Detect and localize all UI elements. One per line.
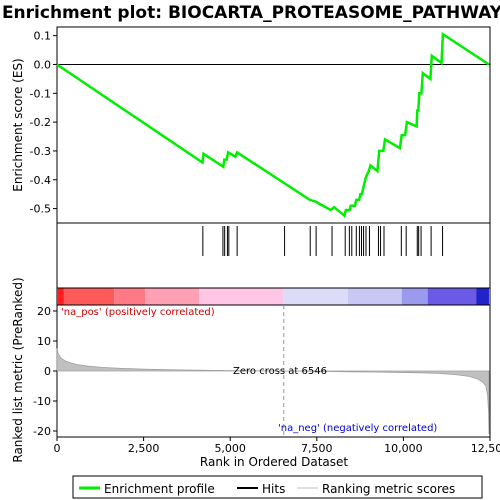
x-tick-label: 12,500 (471, 442, 500, 455)
es-y-tick-label: -0.4 (30, 174, 51, 187)
metric-y-tick-label: -20 (33, 425, 51, 438)
es-layer (56, 31, 490, 219)
es-y-tick-label: -0.1 (30, 87, 51, 100)
colorbar-layer (57, 288, 489, 305)
colorbar-segment (63, 288, 115, 305)
metric-y-tick-label: 20 (37, 305, 51, 318)
colorbar-segment (57, 288, 64, 305)
colorbar-segment (114, 288, 146, 305)
es-y-axis-label: Enrichment score (ES) (11, 58, 25, 191)
x-axis-label: Rank in Ordered Dataset (200, 455, 348, 469)
zero-cross-label: Zero cross at 6546 (233, 366, 327, 377)
colorbar-segment (283, 288, 348, 305)
metric-y-axis-label: Ranked list metric (PreRanked) (11, 277, 25, 462)
hits-layer (202, 226, 444, 256)
colorbar-segment (476, 288, 489, 305)
es-y-tick-label: -0.3 (30, 145, 51, 158)
legend-label-hits: Hits (262, 482, 285, 496)
es-y-tick-label: -0.5 (30, 203, 51, 216)
metric-y-tick-label: -10 (33, 395, 51, 408)
x-tick-label: 5,000 (214, 442, 246, 455)
colorbar-segment (199, 288, 284, 305)
es-y-tick-label: -0.2 (30, 116, 51, 129)
legend-label-enrichment: Enrichment profile (104, 482, 215, 496)
hits-panel-frame (56, 222, 491, 289)
metric-y-tick-label: 0 (44, 365, 51, 378)
legend-box (72, 475, 483, 499)
x-tick-label: 0 (54, 442, 61, 455)
colorbar-segment (145, 288, 200, 305)
metric-y-tick-label: 10 (37, 335, 51, 348)
es-panel-frame (56, 26, 491, 224)
chart-title: Enrichment plot: BIOCARTA_PROTEASOME_PAT… (2, 3, 500, 23)
colorbar-segment (401, 288, 428, 305)
enrichment-profile-line (56, 31, 490, 219)
colorbar-segment (427, 288, 477, 305)
legend-label-metric: Ranking metric scores (322, 482, 455, 496)
x-tick-label: 2,500 (128, 442, 160, 455)
x-tick-label: 7,500 (301, 442, 333, 455)
pos-correlated-label: 'na_pos' (positively correlated) (61, 307, 215, 318)
metric-layer (56, 305, 490, 437)
neg-correlated-label: 'na_neg' (negatively correlated) (278, 423, 437, 434)
x-tick-label: 10,000 (384, 442, 423, 455)
es-y-tick-label: 0.1 (34, 30, 52, 43)
colorbar-segment (347, 288, 402, 305)
es-y-tick-label: 0.0 (34, 58, 52, 71)
